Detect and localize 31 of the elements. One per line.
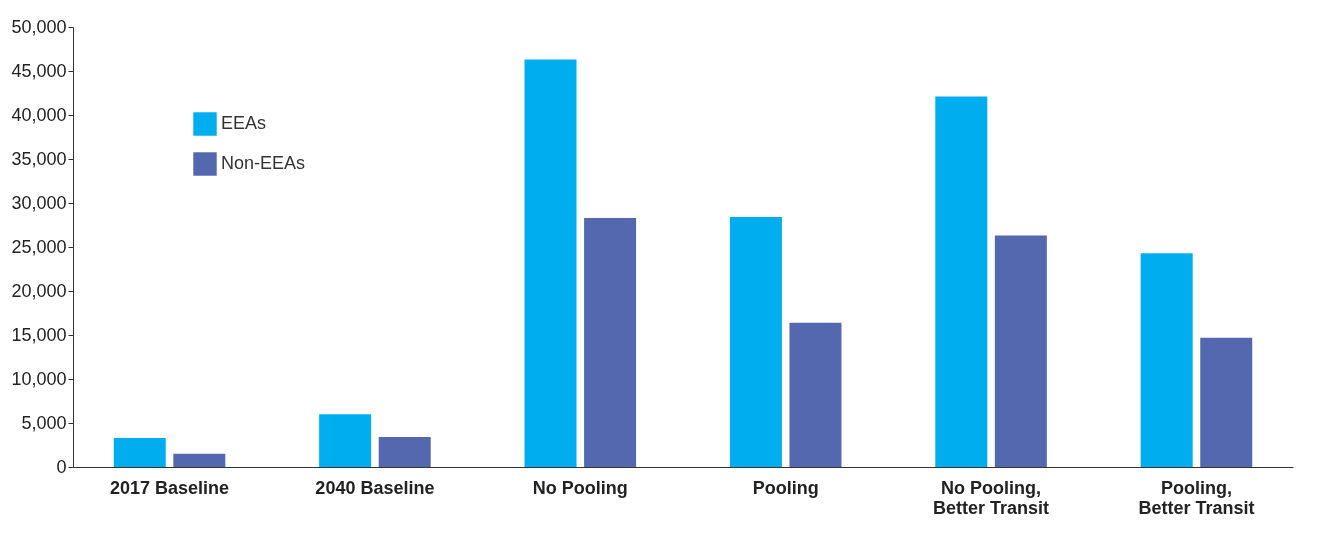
bar xyxy=(935,96,988,467)
y-tick-label: 0 xyxy=(56,456,67,477)
x-tick-label: Pooling xyxy=(752,477,819,498)
bar xyxy=(524,59,577,467)
bar xyxy=(378,437,431,467)
legend-label: EEAs xyxy=(221,113,267,133)
bar xyxy=(319,414,372,467)
y-tick-label: 40,000 xyxy=(11,104,67,125)
x-tick-label: 2017 Baseline xyxy=(109,477,230,498)
bar xyxy=(584,217,637,467)
bar xyxy=(789,322,842,467)
x-tick-label: No Pooling, Better Transit xyxy=(933,477,1050,518)
y-tick-label: 35,000 xyxy=(11,148,67,169)
y-tick-label: 45,000 xyxy=(11,60,67,81)
x-tick-label: No Pooling xyxy=(532,477,628,498)
bar xyxy=(113,437,166,467)
x-tick-label: Pooling, Better Transit xyxy=(1138,477,1255,518)
y-tick-label: 30,000 xyxy=(11,192,67,213)
bar xyxy=(1140,253,1193,467)
bar xyxy=(173,453,226,467)
bar xyxy=(994,235,1047,467)
y-tick-label: 5,000 xyxy=(21,412,67,433)
legend-label: Non-EEAs xyxy=(221,153,306,173)
bar xyxy=(729,217,782,467)
y-tick-label: 25,000 xyxy=(11,236,67,257)
y-tick-label: 10,000 xyxy=(11,368,67,389)
x-tick-label: 2040 Baseline xyxy=(315,477,435,498)
bar xyxy=(1200,337,1253,467)
y-tick-label: 50,000 xyxy=(11,16,67,37)
y-tick-label: 20,000 xyxy=(11,280,67,301)
y-tick-label: 15,000 xyxy=(11,324,67,345)
